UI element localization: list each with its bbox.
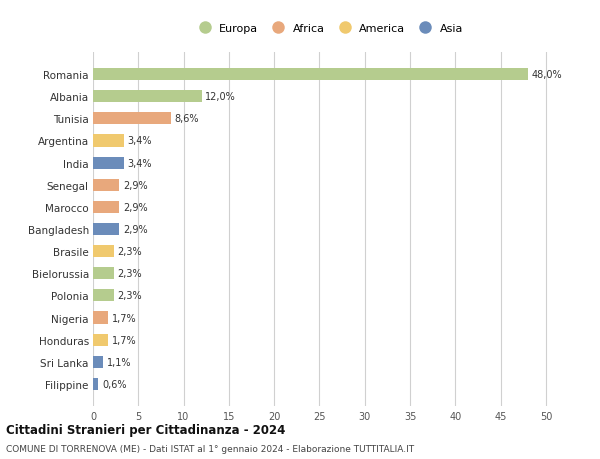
Bar [93,378,98,390]
Legend: Europa, Africa, America, Asia: Europa, Africa, America, Asia [189,19,468,38]
Text: 1,1%: 1,1% [107,357,131,367]
Bar [93,113,171,125]
Text: Cittadini Stranieri per Cittadinanza - 2024: Cittadini Stranieri per Cittadinanza - 2… [6,423,286,436]
Bar [93,91,202,103]
Bar [93,290,114,302]
Text: 2,9%: 2,9% [123,224,148,235]
Text: 2,3%: 2,3% [118,269,142,279]
Bar [93,69,528,81]
Bar [93,334,109,346]
Bar [93,179,119,191]
Text: 1,7%: 1,7% [112,313,137,323]
Bar [93,202,119,213]
Bar [93,246,114,257]
Bar [93,268,114,280]
Text: 12,0%: 12,0% [205,92,236,102]
Text: 2,3%: 2,3% [118,291,142,301]
Bar [93,135,124,147]
Text: COMUNE DI TORRENOVA (ME) - Dati ISTAT al 1° gennaio 2024 - Elaborazione TUTTITAL: COMUNE DI TORRENOVA (ME) - Dati ISTAT al… [6,444,414,453]
Text: 0,6%: 0,6% [102,379,127,389]
Text: 8,6%: 8,6% [175,114,199,124]
Bar [93,312,109,324]
Text: 3,4%: 3,4% [127,136,152,146]
Text: 2,3%: 2,3% [118,246,142,257]
Bar [93,356,103,368]
Bar [93,157,124,169]
Text: 2,9%: 2,9% [123,180,148,190]
Bar [93,224,119,235]
Text: 2,9%: 2,9% [123,202,148,213]
Text: 3,4%: 3,4% [127,158,152,168]
Text: 1,7%: 1,7% [112,335,137,345]
Text: 48,0%: 48,0% [532,70,562,80]
